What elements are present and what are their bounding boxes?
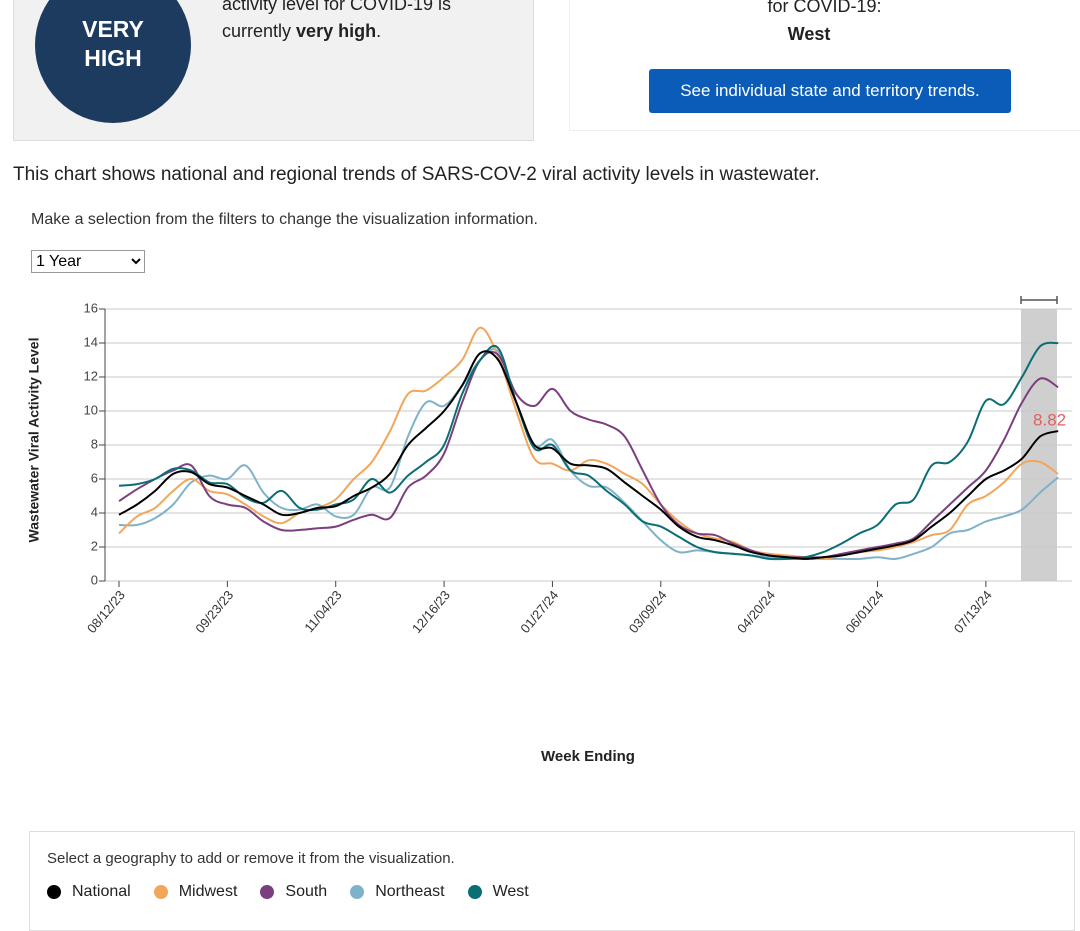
legend-swatch: [259, 884, 276, 900]
x-tick-label: 12/16/23: [409, 587, 453, 635]
y-tick-label: 4: [91, 504, 98, 519]
legend-item[interactable]: National: [46, 883, 131, 901]
value-label: 8.82: [1033, 411, 1066, 430]
series-line: [118, 341, 1059, 561]
y-tick-label: 2: [91, 538, 98, 553]
page: Wastewater Viral Activity {"header": {"b…: [13, 0, 1080, 931]
x-tick-label: 07/13/24: [951, 587, 995, 635]
x-tick-label: 06/01/24: [842, 587, 886, 635]
summary-text: activity level for COVID-19 is: [222, 0, 452, 14]
series-line: [118, 326, 1059, 560]
legend: National Midwest South Northeast West: [46, 883, 551, 901]
legend-label: West: [492, 883, 529, 900]
y-tick-label: 10: [84, 402, 98, 417]
y-tick-label: 6: [91, 470, 98, 485]
summary-bold: very high: [296, 21, 377, 41]
series-line: [118, 348, 1059, 561]
region-panel: [569, 0, 1080, 131]
legend-label: Northeast: [375, 883, 445, 900]
summary-prefix: currently: [222, 21, 292, 41]
y-axis-label: Wastewater Viral Activity Level: [26, 338, 42, 543]
y-tick-label: 8: [91, 436, 98, 451]
y-tick-label: 14: [84, 334, 98, 349]
body: VERY HIGH activity level for COVID-19 is…: [13, 0, 1080, 931]
legend-swatch: [152, 884, 169, 900]
legend-item[interactable]: Midwest: [152, 883, 238, 901]
filter-prompt: Make a selection from the filters to cha…: [31, 211, 538, 228]
legend-item[interactable]: West: [466, 883, 529, 901]
badge-line: HIGH: [84, 45, 142, 71]
level-badge: VERY HIGH: [35, 0, 191, 123]
y-tick-label: 0: [91, 572, 98, 587]
description: This chart shows national and regional t…: [13, 164, 820, 185]
trends-button[interactable]: See individual state and territory trend…: [649, 69, 1011, 113]
y-tick-label: 16: [84, 300, 98, 315]
x-axis-label: Week Ending: [541, 748, 635, 765]
legend-swatch: [46, 884, 62, 900]
legend-item[interactable]: Northeast: [349, 883, 445, 901]
x-tick-label: 03/09/24: [626, 587, 670, 635]
legend-label: South: [285, 883, 328, 900]
x-tick-label: 08/12/23: [84, 587, 128, 635]
region-name: West: [787, 24, 831, 44]
x-tick-label: 01/27/24: [517, 587, 561, 635]
badge-line: VERY: [82, 16, 144, 42]
legend-label: National: [72, 883, 131, 900]
legend-prompt: Select a geography to add or remove it f…: [47, 850, 455, 867]
legend-label: Midwest: [178, 883, 238, 900]
range-bracket: [1020, 296, 1058, 304]
region-label: for COVID-19:: [767, 0, 882, 16]
legend-panel: [29, 831, 1075, 931]
x-tick-label: 11/04/23: [301, 587, 344, 635]
x-tick-label: 09/23/23: [192, 587, 236, 635]
legend-item[interactable]: South: [259, 883, 327, 901]
chart: Wastewater Viral Activity Level Week End…: [26, 296, 1072, 765]
series-line: [118, 350, 1059, 559]
x-tick-label: 04/20/24: [734, 587, 778, 635]
time-filter[interactable]: 1 Year: [31, 250, 145, 273]
summary-suffix: .: [376, 21, 382, 41]
summary-text: currently very high.: [222, 21, 381, 42]
y-tick-label: 12: [84, 368, 98, 383]
legend-swatch: [349, 884, 366, 900]
legend-swatch: [466, 884, 483, 900]
series-line: [118, 350, 1059, 560]
